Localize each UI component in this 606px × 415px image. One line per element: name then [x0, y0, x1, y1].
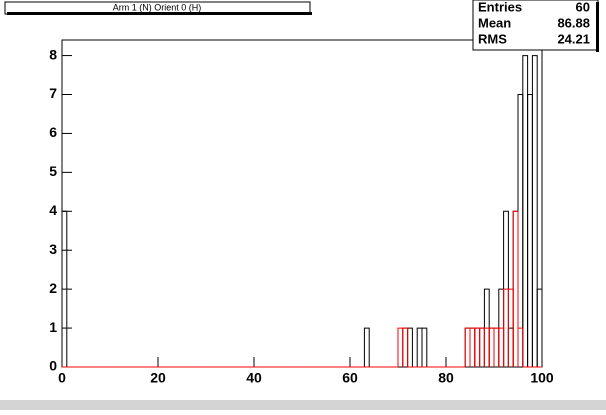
stats-value: 60 [576, 0, 590, 14]
histogram-bin [536, 288, 543, 367]
y-tick-label: 3 [49, 241, 57, 257]
x-tick-label: 60 [342, 370, 358, 386]
x-tick-label: 40 [246, 370, 262, 386]
x-tick-label: 100 [530, 370, 554, 386]
chart-title: Arm 1 (N) Orient 0 (H) [113, 2, 202, 12]
histogram-bin [517, 327, 524, 367]
y-tick-label: 8 [49, 46, 57, 62]
y-tick-label: 1 [49, 319, 57, 335]
stats-value: 24.21 [557, 31, 590, 46]
x-tick-label: 0 [58, 370, 66, 386]
histogram-bin [402, 327, 409, 367]
stats-label: RMS [478, 31, 507, 46]
histogram-bin [531, 55, 538, 367]
y-tick-label: 6 [49, 124, 57, 140]
histogram-bin [512, 210, 519, 367]
stats-box-shadow [596, 2, 599, 52]
y-tick-label: 4 [49, 202, 57, 218]
stats-label: Mean [478, 15, 511, 30]
y-tick-label: 2 [49, 280, 57, 296]
x-tick-label: 20 [150, 370, 166, 386]
histogram-bin [421, 327, 428, 367]
y-tick-label: 0 [49, 358, 57, 374]
histogram-bin [61, 210, 68, 367]
stats-label: Entries [478, 0, 522, 14]
status-strip [0, 400, 606, 410]
title-box-shadow [7, 12, 312, 15]
x-tick-label: 80 [438, 370, 454, 386]
stats-box [472, 0, 599, 51]
y-tick-label: 7 [49, 85, 57, 101]
histogram-bin [363, 327, 370, 367]
stats-value: 86.88 [557, 15, 590, 30]
y-tick-label: 5 [49, 163, 57, 179]
